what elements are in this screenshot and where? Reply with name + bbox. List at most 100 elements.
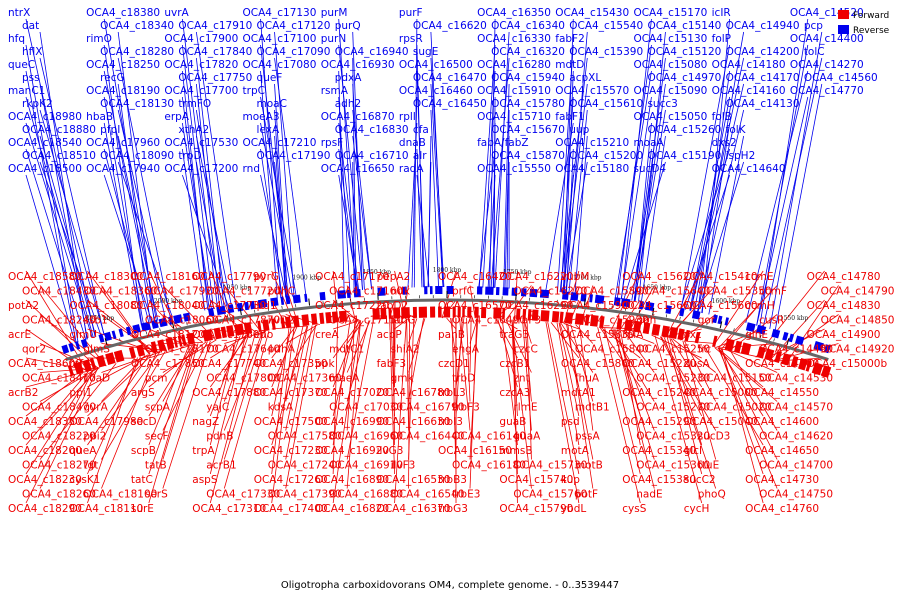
gene-label: OCA4_c16440: [391, 431, 465, 443]
label-connector: [504, 135, 510, 289]
gene-label: OCA4_c18410: [22, 373, 96, 385]
gene-label: trbB3: [438, 474, 467, 486]
gene-label: OCA4_c14790: [821, 286, 895, 298]
gene-label: cycH: [684, 503, 710, 515]
gene-label: OCA4_c17310: [192, 503, 266, 515]
gene-label: OCA4_c14530: [759, 373, 833, 385]
forward-feature: [310, 313, 318, 325]
forward-feature: [105, 352, 116, 365]
minor-tick: [159, 328, 161, 332]
gene-label: OCA4_c15000: [684, 387, 758, 399]
gene-label: fhuA: [575, 373, 600, 385]
label-connector: [39, 31, 88, 340]
label-connector: [638, 31, 666, 302]
gene-label: pdhC: [268, 286, 295, 298]
gene-label: OCA4_c17910: [178, 20, 252, 32]
gene-label: mmsB: [499, 445, 532, 457]
gene-label: OCA4_c18240: [22, 315, 96, 327]
gene-label: OCA4_c15830: [561, 329, 635, 341]
reverse-feature: [788, 333, 795, 343]
label-connector: [148, 343, 196, 504]
gene-label: OCA4_c15140: [647, 20, 721, 32]
label-connector: [469, 318, 478, 344]
gene-label: czcB1: [499, 358, 530, 370]
gene-label: OCA4_c18380: [86, 7, 160, 19]
gene-label: purN: [321, 33, 347, 45]
gene-label: OCA4_c17120: [257, 20, 331, 32]
reverse-feature: [270, 297, 279, 307]
label-connector: [117, 57, 171, 318]
gene-label: OCA4_c16450: [413, 98, 487, 110]
label-connector: [717, 285, 778, 349]
gene-label: OCA4_c16460: [399, 85, 473, 97]
forward-feature: [522, 308, 527, 321]
gene-label: ilvF3: [391, 460, 416, 472]
arc-backbone: [65, 298, 829, 362]
label-connector: [556, 322, 580, 446]
label-connector: [181, 44, 214, 309]
gene-label: pdxA: [335, 72, 363, 84]
gene-label: OCA4_c15130: [633, 33, 707, 45]
tick-mark: [786, 338, 790, 346]
gene-label: OCA4_c15780: [491, 98, 565, 110]
label-connector: [117, 161, 173, 318]
reverse-feature: [570, 292, 579, 301]
gene-label: OCA4_c17030: [329, 402, 403, 414]
gene-label: OCA4_c18880: [22, 124, 96, 136]
minor-tick: [226, 314, 229, 318]
gene-label: OCA4_c16470: [413, 72, 487, 84]
gene-label: OCA4_c17160: [329, 286, 403, 298]
reverse-feature: [168, 316, 173, 325]
reverse-feature: [402, 286, 407, 295]
label-connector: [524, 320, 532, 402]
gene-label: OCA4_c16960: [329, 431, 403, 443]
label-connector: [727, 350, 778, 373]
gene-label: ilvD2: [268, 315, 295, 327]
gene-label: nagZ: [192, 416, 219, 428]
label-connector: [87, 328, 156, 354]
reverse-feature: [638, 300, 644, 310]
gene-label: czcC: [513, 344, 537, 356]
forward-feature: [292, 315, 300, 327]
gene-label: dnaB: [399, 137, 426, 149]
gene-label: ppi2: [83, 431, 106, 443]
reverse-feature: [691, 310, 701, 320]
gene-label: OCA4_c17240: [268, 460, 342, 472]
label-connector: [407, 122, 418, 288]
gene-label: secD: [131, 416, 157, 428]
reverse-feature: [620, 298, 631, 308]
label-connector: [332, 322, 339, 475]
label-connector: [25, 122, 93, 338]
forward-feature: [280, 317, 286, 329]
label-connector: [346, 321, 356, 431]
gene-label: OCA4_c16370: [377, 503, 451, 515]
gene-label: glmU: [69, 329, 97, 341]
label-connector: [103, 70, 156, 322]
label-connector: [469, 318, 478, 489]
gene-label: adh2: [335, 98, 361, 110]
gene-label: OCA4_c17850: [131, 358, 205, 370]
forward-feature: [811, 362, 824, 376]
label-connector: [640, 135, 666, 303]
forward-feature: [694, 331, 701, 344]
label-connector: [285, 324, 317, 489]
forward-feature: [493, 307, 502, 319]
reverse-feature: [151, 319, 159, 329]
label-connector: [430, 83, 444, 288]
gene-label: OCA4_c18300: [69, 271, 143, 283]
gene-label: purQ: [335, 20, 361, 32]
gene-label: eno: [254, 329, 274, 341]
gene-label: OCA4_c18110: [69, 503, 143, 515]
gene-label: ssb1: [83, 315, 107, 327]
label-connector: [416, 70, 425, 288]
gene-label: OCA4_c15200: [569, 150, 643, 162]
gene-label: OCA4_c14500: [745, 358, 819, 370]
gene-label: ccmF: [759, 286, 787, 298]
gene-label: OCA4_c16570: [438, 300, 512, 312]
gene-label: OCA4_c15340: [622, 445, 696, 457]
gene-label: OCA4_c17820: [164, 59, 238, 71]
label-connector: [39, 109, 105, 335]
gene-label: prfC: [452, 286, 474, 298]
reverse-feature: [74, 341, 81, 350]
